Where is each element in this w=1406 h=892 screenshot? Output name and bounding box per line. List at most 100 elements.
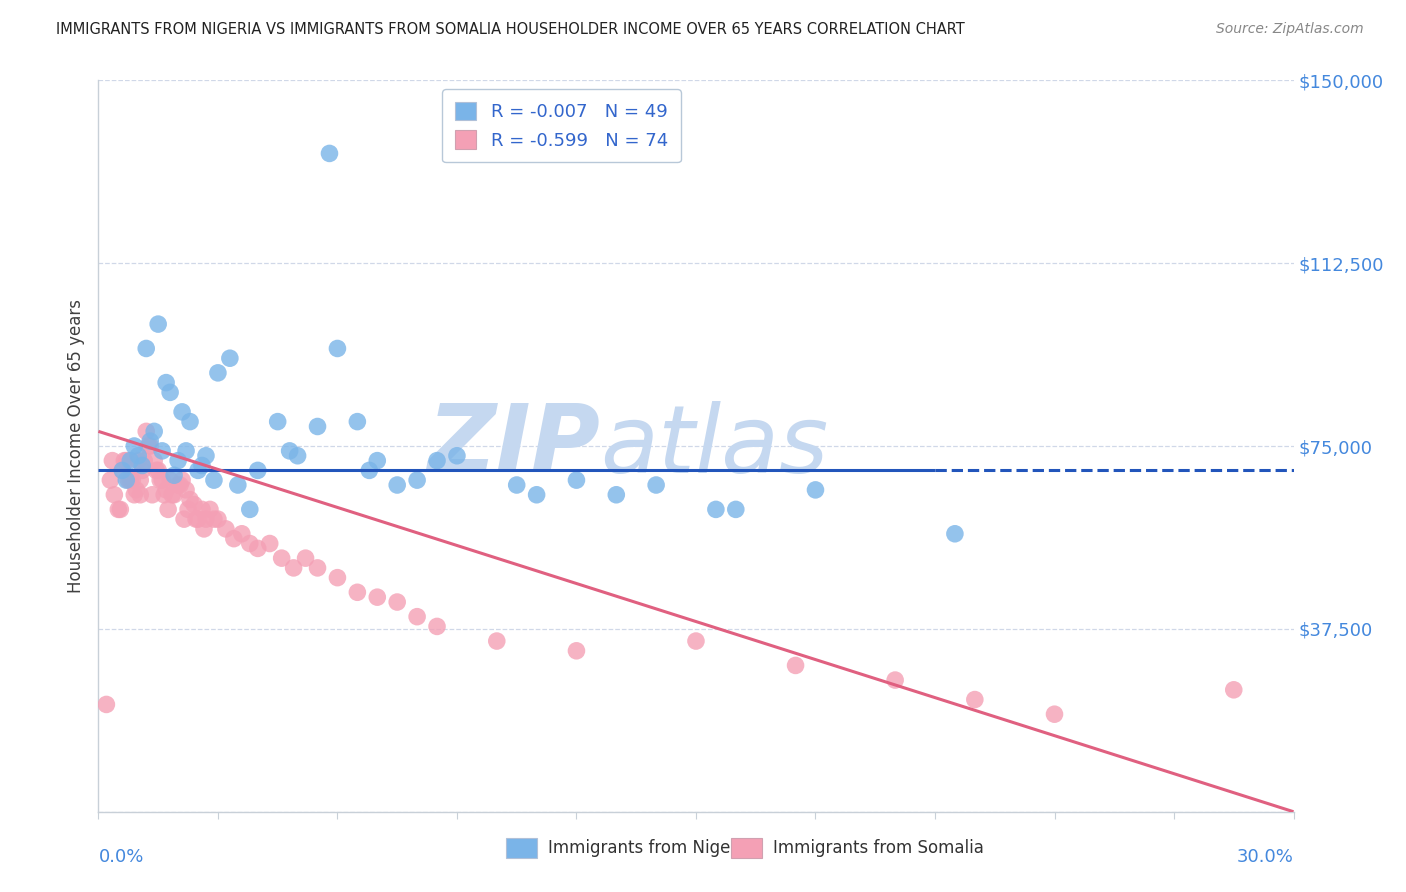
Point (198, 502, 221, 516)
Point (101, 453, 124, 467)
Y-axis label: Householder Income Over 65 years: Householder Income Over 65 years (66, 299, 84, 593)
Point (103, 488, 125, 502)
Point (124, 488, 146, 502)
Point (884, 673, 907, 687)
Point (134, 453, 156, 467)
Point (129, 473, 152, 487)
Point (307, 419, 329, 434)
Point (173, 512, 195, 526)
Point (184, 512, 207, 526)
Point (191, 502, 214, 516)
Point (135, 425, 157, 439)
Point (565, 644, 588, 658)
Point (207, 512, 229, 526)
Point (485, 634, 508, 648)
Point (385, 478, 409, 492)
Point (202, 473, 225, 487)
Point (346, 585, 368, 599)
Point (202, 512, 225, 526)
Point (219, 351, 242, 366)
Point (785, 658, 807, 673)
Point (96, 698, 118, 712)
Point (215, 522, 238, 536)
Point (98, 473, 122, 487)
Point (127, 449, 149, 463)
Point (426, 453, 449, 467)
Point (193, 522, 215, 536)
Point (150, 473, 173, 487)
Point (110, 502, 132, 516)
Point (605, 488, 627, 502)
Point (231, 526, 253, 541)
Text: 30.0%: 30.0% (1237, 848, 1294, 866)
Point (191, 458, 214, 473)
Point (406, 473, 429, 487)
Point (115, 453, 138, 467)
Point (226, 478, 249, 492)
Point (259, 536, 281, 550)
Point (446, 449, 468, 463)
Point (159, 473, 181, 487)
Point (366, 453, 388, 467)
Point (150, 443, 173, 458)
Point (565, 473, 588, 487)
Point (163, 468, 186, 483)
Point (645, 478, 668, 492)
Point (963, 692, 986, 706)
Point (163, 488, 186, 502)
Legend: R = -0.007   N = 49, R = -0.599   N = 74: R = -0.007 N = 49, R = -0.599 N = 74 (441, 89, 681, 162)
Point (120, 473, 142, 487)
Point (346, 415, 368, 429)
Point (157, 502, 180, 516)
Point (131, 463, 153, 477)
Point (287, 449, 309, 463)
Point (139, 439, 162, 453)
Point (124, 439, 146, 453)
Point (943, 526, 966, 541)
Point (172, 405, 194, 419)
Point (135, 342, 157, 356)
Point (326, 342, 349, 356)
Point (115, 473, 138, 487)
Point (155, 483, 177, 497)
Point (385, 595, 409, 609)
Point (267, 415, 290, 429)
Point (294, 551, 316, 566)
Point (506, 478, 529, 492)
Point (111, 463, 134, 477)
Point (526, 488, 548, 502)
Point (167, 453, 190, 467)
Point (283, 561, 305, 575)
Point (112, 453, 135, 467)
Point (187, 463, 209, 477)
Text: Immigrants from Nigeria: Immigrants from Nigeria (548, 839, 752, 857)
Point (129, 488, 152, 502)
Point (426, 619, 449, 633)
Point (155, 376, 177, 390)
Point (179, 492, 201, 507)
Point (246, 541, 269, 556)
Text: 0.0%: 0.0% (98, 848, 143, 866)
Point (167, 478, 190, 492)
Point (143, 425, 166, 439)
Point (183, 498, 205, 512)
Point (366, 590, 388, 604)
Point (174, 443, 197, 458)
Point (195, 512, 218, 526)
Point (239, 536, 262, 550)
Point (724, 502, 747, 516)
Point (239, 502, 262, 516)
Point (121, 473, 143, 487)
Point (172, 473, 194, 487)
Point (125, 483, 148, 497)
Point (145, 463, 167, 477)
Point (207, 366, 229, 380)
Point (359, 463, 381, 477)
Point (278, 443, 301, 458)
Point (307, 561, 329, 575)
Point (270, 551, 292, 566)
Point (131, 458, 153, 473)
Point (149, 473, 172, 487)
Point (160, 488, 183, 502)
Point (148, 317, 170, 331)
